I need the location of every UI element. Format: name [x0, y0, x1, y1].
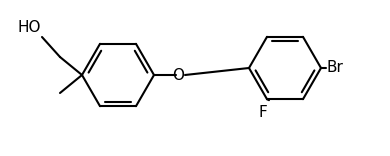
Text: HO: HO	[18, 20, 41, 35]
Text: F: F	[259, 105, 268, 120]
Text: Br: Br	[327, 61, 344, 76]
Text: O: O	[172, 68, 184, 83]
